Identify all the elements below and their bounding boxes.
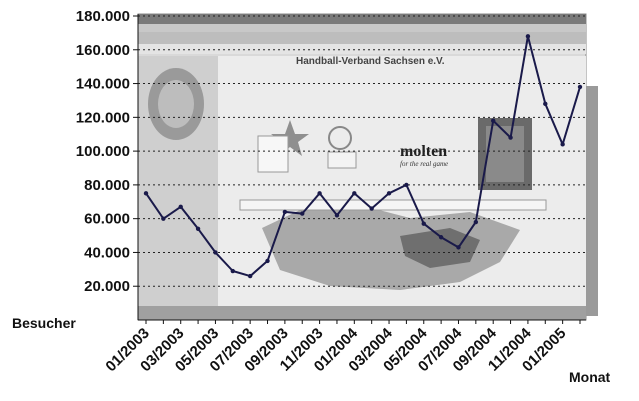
series-line: [143, 34, 583, 279]
data-point: [230, 268, 235, 274]
data-point: [525, 34, 531, 39]
data-point: [352, 191, 357, 196]
y-tick-label: 80.000: [84, 177, 130, 194]
data-point: [178, 204, 183, 210]
data-point: [456, 245, 461, 250]
y-tick-label: 40.000: [84, 244, 130, 261]
saxony-map-shape: [262, 205, 520, 290]
data-point: [195, 226, 201, 231]
bg-molten-tagline: for the real game: [400, 160, 448, 168]
association-logo-icon: [328, 126, 352, 150]
bg-website-title: Handball-Verband Sachsen e.V.: [296, 56, 445, 67]
data-point: [404, 182, 409, 188]
y-axis: 20.000 40.000 60.000 80.000 100.000 120.000 14…: [76, 8, 139, 320]
y-tick-label: 120.000: [76, 109, 130, 126]
data-point: [491, 118, 496, 123]
data-point: [508, 135, 513, 140]
data-point: [560, 142, 565, 147]
y-tick-label: 60.000: [84, 211, 130, 228]
data-point: [386, 191, 392, 196]
data-point: [577, 84, 583, 90]
y-tick-label: 160.000: [76, 42, 130, 59]
data-point: [213, 250, 218, 255]
y-tick-label: 100.000: [76, 143, 130, 160]
y-axis-label: Besucher: [12, 315, 76, 331]
data-point: [143, 191, 149, 196]
data-point: [282, 209, 288, 215]
data-point: [317, 191, 322, 196]
data-point: [421, 221, 426, 226]
data-point: [369, 206, 374, 211]
data-point: [300, 211, 305, 216]
x-axis: 01/200303/200305/200307/200309/200311/20…: [102, 319, 586, 375]
y-tick-label: 140.000: [76, 76, 130, 93]
x-axis-label: Monat: [569, 369, 611, 385]
data-point: [438, 235, 444, 240]
background-website-screenshot: Handball-Verband Sachsen e.V. molten for…: [137, 13, 598, 321]
data-point: [265, 258, 270, 264]
data-point: [543, 101, 548, 107]
data-point: [161, 216, 166, 221]
y-tick-label: 180.000: [76, 8, 130, 25]
visitors-line: [145, 35, 581, 278]
data-point: [334, 213, 340, 218]
star-logo-icon: [271, 120, 309, 156]
data-point: [247, 273, 253, 279]
data-point: [473, 219, 479, 225]
y-tick-label: 20.000: [84, 278, 130, 295]
